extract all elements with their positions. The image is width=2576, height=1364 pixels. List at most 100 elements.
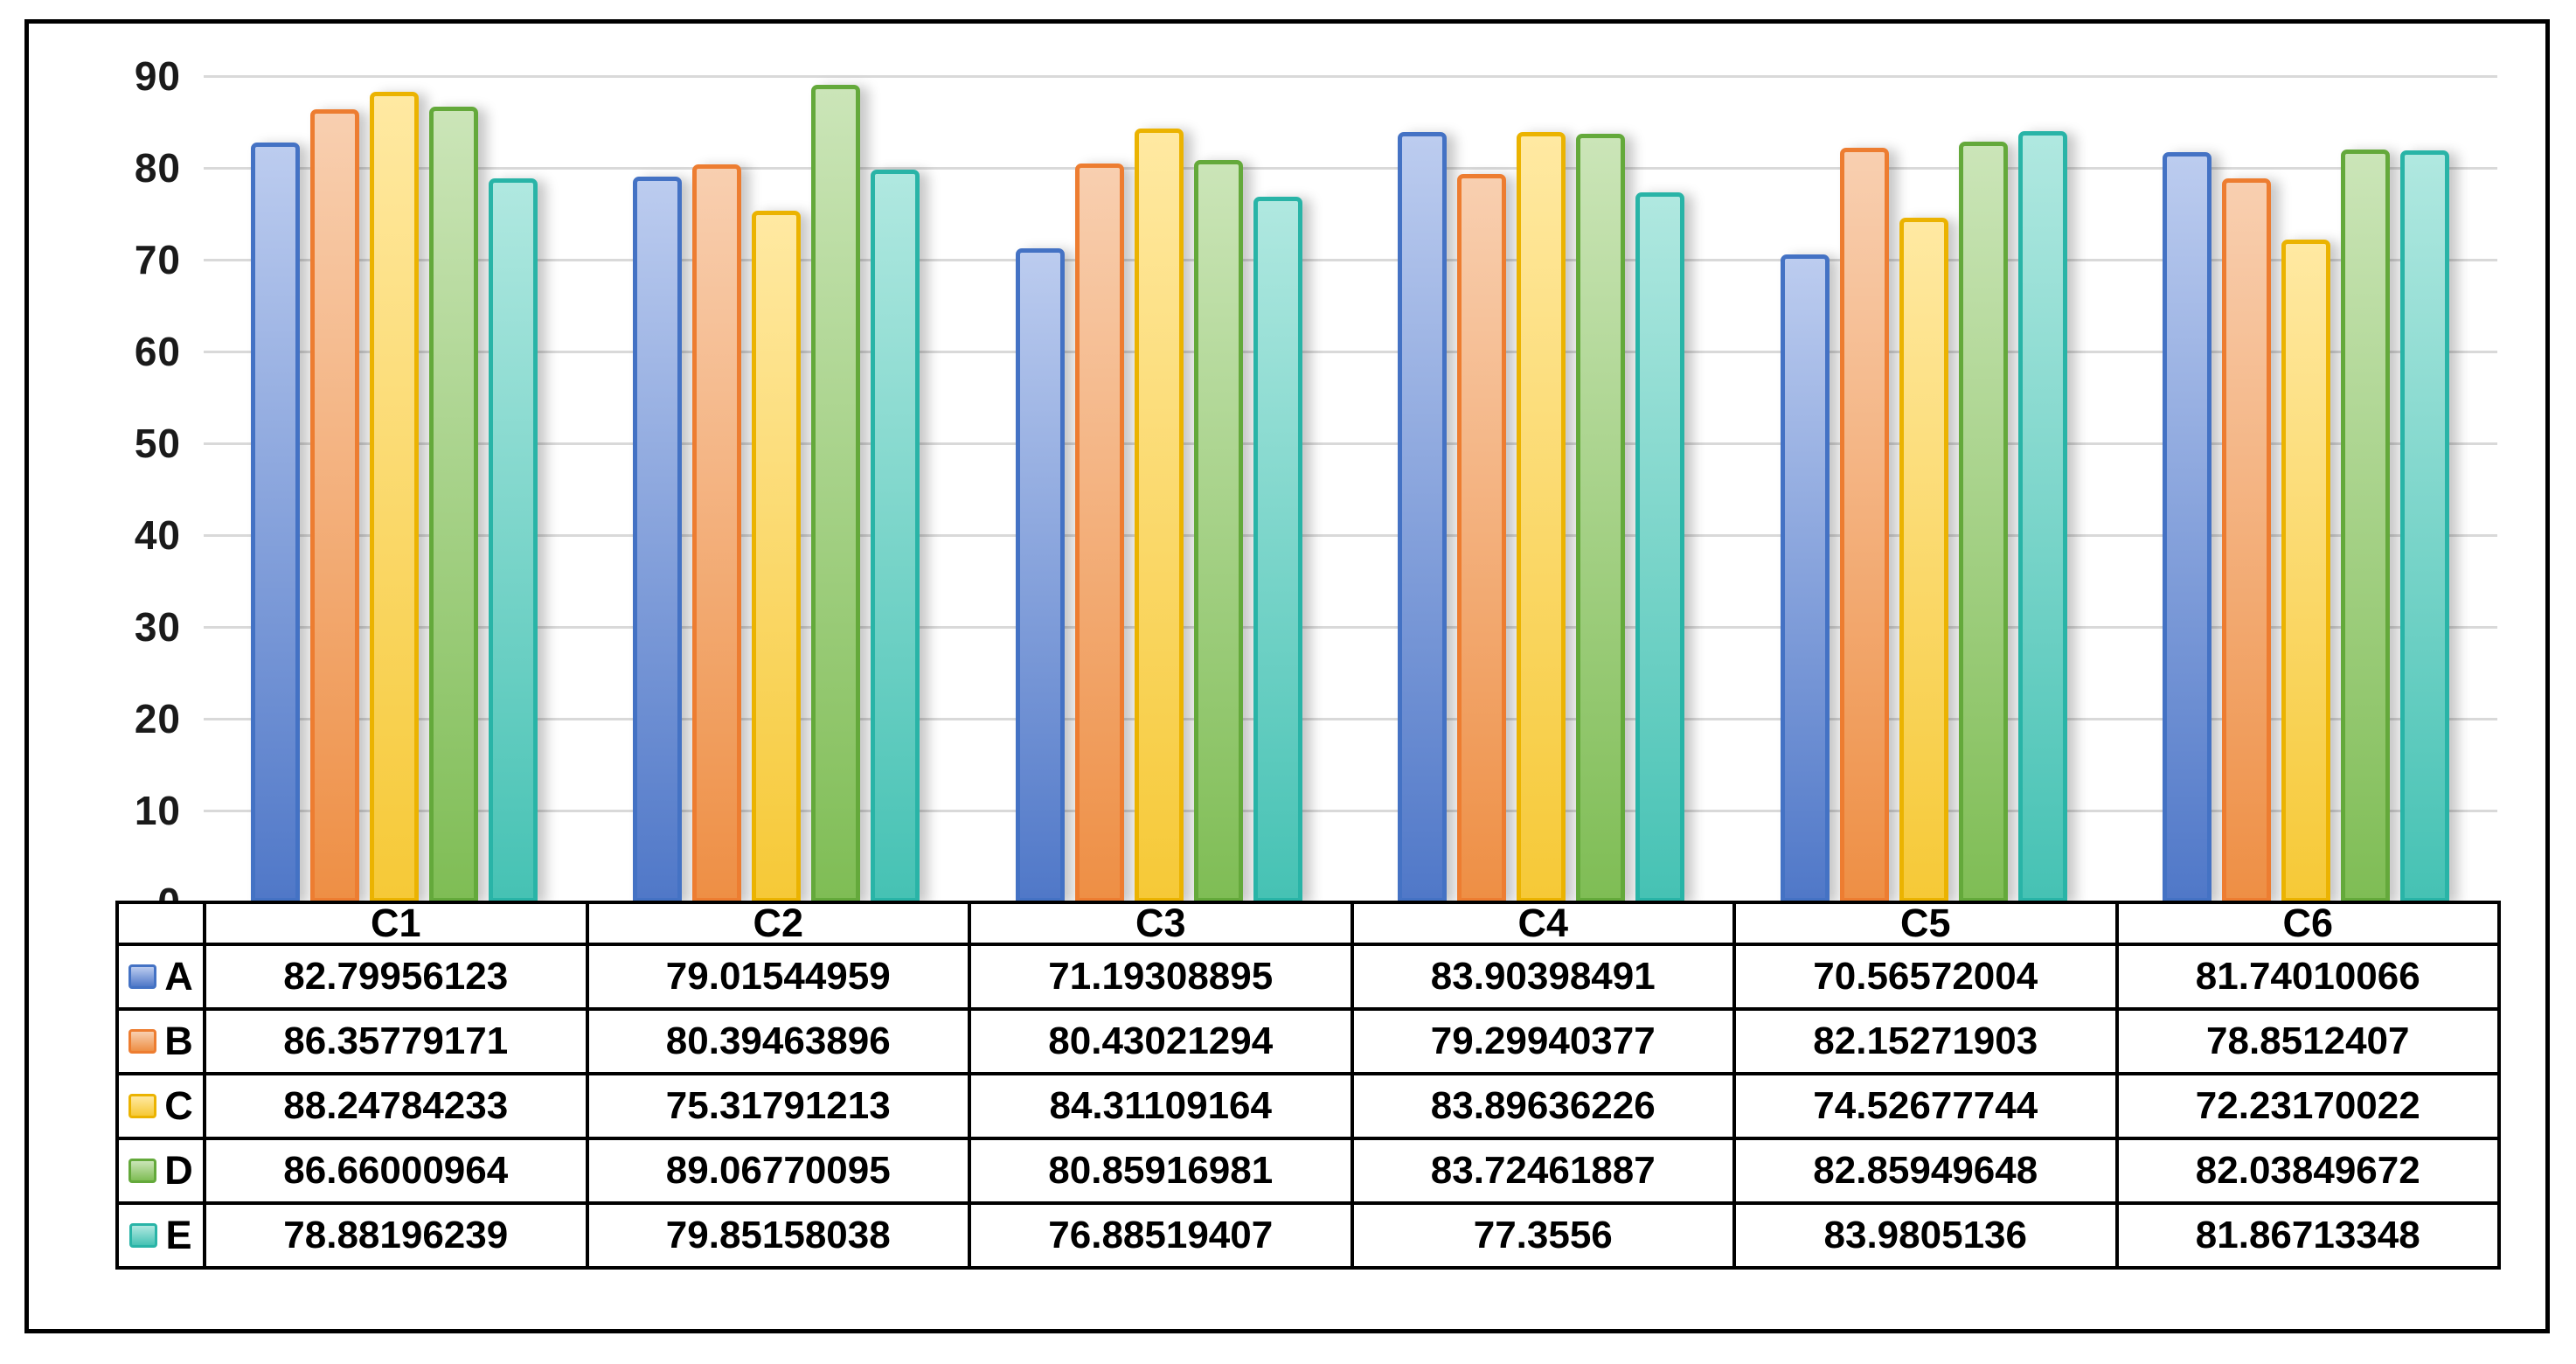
value-A-C3: 71.19308895: [968, 943, 1354, 1011]
value-E-C5: 83.9805136: [1732, 1201, 2119, 1270]
bar-group-C5: [1780, 76, 2067, 902]
legend-cell-A: A: [115, 943, 206, 1011]
bar-group-C2: [633, 76, 920, 902]
bar-E-C6: [2400, 150, 2450, 902]
value-D-C5: 82.85949648: [1732, 1137, 2119, 1205]
bar-A-C5: [1780, 254, 1830, 902]
bar-A-C6: [2163, 151, 2212, 902]
gridline-70: [204, 258, 2497, 261]
gridline-80: [204, 166, 2497, 170]
value-D-C4: 83.72461887: [1350, 1137, 1736, 1205]
bar-B-C4: [1457, 174, 1507, 902]
value-B-C3: 80.43021294: [968, 1007, 1354, 1075]
bar-B-C1: [309, 109, 359, 902]
column-header-C2: C2: [585, 901, 971, 946]
y-tick-80: 80: [134, 145, 181, 191]
gridline-20: [204, 717, 2497, 720]
value-C-C2: 75.31791213: [585, 1072, 971, 1140]
value-A-C6: 81.74010066: [2114, 943, 2501, 1011]
bar-A-C3: [1015, 248, 1065, 902]
y-tick-70: 70: [134, 237, 181, 282]
bar-E-C4: [1635, 191, 1685, 902]
legend-key-icon-B: [128, 1029, 157, 1054]
gridline-40: [204, 533, 2497, 537]
value-D-C2: 89.06770095: [585, 1137, 971, 1205]
bar-group-C6: [2163, 76, 2450, 902]
y-tick-40: 40: [134, 512, 181, 558]
bar-A-C1: [250, 142, 300, 902]
table-corner-cell: [115, 901, 206, 946]
value-A-C1: 82.79956123: [203, 943, 589, 1011]
y-tick-20: 20: [134, 696, 181, 741]
bar-D-C3: [1193, 159, 1243, 902]
y-tick-30: 30: [134, 604, 181, 650]
gridline-60: [204, 350, 2497, 353]
legend-key-icon-E: [129, 1223, 158, 1248]
value-B-C4: 79.29940377: [1350, 1007, 1736, 1075]
column-header-C1: C1: [203, 901, 589, 946]
value-E-C3: 76.88519407: [968, 1201, 1354, 1270]
value-B-C5: 82.15271903: [1732, 1007, 2119, 1075]
plot-area: [204, 74, 2497, 902]
value-C-C3: 84.31109164: [968, 1072, 1354, 1140]
bar-E-C5: [2017, 131, 2067, 902]
bar-C-C2: [752, 211, 802, 902]
value-C-C1: 88.24784233: [203, 1072, 589, 1140]
value-B-C6: 78.8512407: [2114, 1007, 2501, 1075]
gridline-10: [204, 809, 2497, 812]
legend-key-icon-C: [128, 1094, 157, 1118]
series-name-B: B: [164, 1019, 193, 1063]
series-name-A: A: [164, 954, 193, 999]
column-header-C3: C3: [968, 901, 1354, 946]
bar-B-C3: [1074, 164, 1124, 902]
value-B-C1: 86.35779171: [203, 1007, 589, 1075]
y-tick-50: 50: [134, 421, 181, 466]
bar-C-C3: [1134, 128, 1184, 902]
gridline-30: [204, 625, 2497, 629]
value-C-C4: 83.89636226: [1350, 1072, 1736, 1140]
column-header-C6: C6: [2114, 901, 2501, 946]
gridline-90: [204, 74, 2497, 78]
value-C-C6: 72.23170022: [2114, 1072, 2501, 1140]
value-E-C1: 78.88196239: [203, 1201, 589, 1270]
value-B-C2: 80.39463896: [585, 1007, 971, 1075]
y-tick-10: 10: [134, 788, 181, 833]
bar-D-C4: [1576, 133, 1626, 902]
value-A-C4: 83.90398491: [1350, 943, 1736, 1011]
column-header-C4: C4: [1350, 901, 1736, 946]
bar-E-C1: [488, 177, 538, 902]
series-name-E: E: [165, 1213, 192, 1257]
bar-B-C2: [692, 164, 742, 902]
y-axis-tick-labels: 0102030405060708090: [0, 0, 181, 962]
table-row-B: B 86.35779171 80.39463896 80.43021294 79.299…: [115, 1007, 2501, 1075]
column-header-C5: C5: [1732, 901, 2119, 946]
value-D-C3: 80.85916981: [968, 1137, 1354, 1205]
bar-C-C4: [1517, 132, 1566, 902]
data-table-wrap: C1 C2 C3 C4 C5 C6 A 82.79956123 79.01544959 71.19…: [115, 901, 2501, 1270]
value-E-C2: 79.85158038: [585, 1201, 971, 1270]
table-header-row: C1 C2 C3 C4 C5 C6: [115, 901, 2501, 946]
bar-group-C3: [1015, 76, 1302, 902]
series-name-C: C: [164, 1083, 193, 1128]
value-A-C2: 79.01544959: [585, 943, 971, 1011]
legend-key-icon-A: [128, 964, 157, 989]
bar-D-C2: [811, 84, 861, 902]
value-E-C6: 81.86713348: [2114, 1201, 2501, 1270]
bar-B-C5: [1839, 148, 1889, 902]
value-D-C1: 86.66000964: [203, 1137, 589, 1205]
y-tick-60: 60: [134, 329, 181, 374]
bar-D-C1: [428, 107, 478, 902]
bar-D-C6: [2341, 149, 2391, 902]
bar-group-C1: [250, 76, 538, 902]
bar-E-C3: [1253, 196, 1302, 902]
value-D-C6: 82.03849672: [2114, 1137, 2501, 1205]
bar-group-C4: [1398, 76, 1685, 902]
bar-C-C1: [369, 92, 419, 902]
bar-C-C5: [1899, 218, 1948, 902]
legend-cell-B: B: [115, 1007, 206, 1075]
value-E-C4: 77.3556: [1350, 1201, 1736, 1270]
legend-key-icon-D: [128, 1159, 157, 1183]
legend-cell-E: E: [115, 1201, 206, 1270]
gridline-50: [204, 442, 2497, 445]
